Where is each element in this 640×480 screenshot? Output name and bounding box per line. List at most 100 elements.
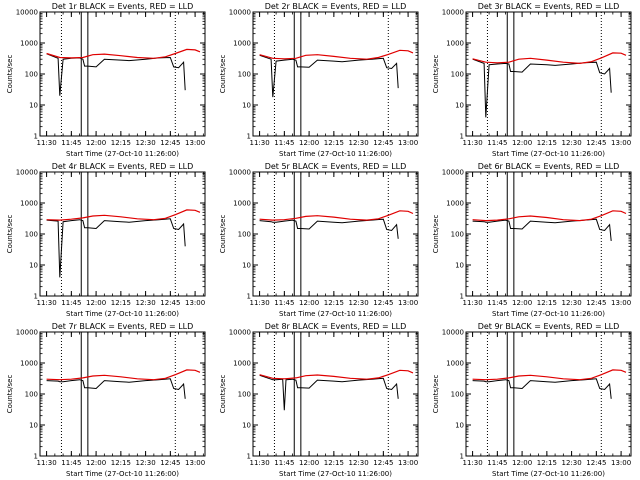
plot-frame [39,11,206,137]
x-axis-label: Start Time (27-Oct-10 11:26:00) [492,310,605,318]
x-tick-label: 12:15 [324,299,344,307]
y-tick-label: 10 [455,102,464,110]
panel-title: Det 4r BLACK = Events, RED = LLD [52,162,194,171]
x-tick-label: 12:00 [299,459,319,467]
y-axis-label: Counts/sec [6,375,14,414]
y-tick-label: 10000 [229,9,251,17]
x-tick-label: 11:30 [250,459,270,467]
panel-title: Det 6r BLACK = Events, RED = LLD [478,162,620,171]
series-events-line [259,374,399,411]
x-tick-label: 11:30 [250,299,270,307]
y-tick-label: 1000 [233,360,251,368]
series-lld-line [46,369,201,381]
panel-title: Det 3r BLACK = Events, RED = LLD [478,2,620,11]
y-tick-label: 100 [238,391,251,399]
x-tick-label: 12:45 [586,299,606,307]
x-axis-label: Start Time (27-Oct-10 11:26:00) [492,470,605,478]
x-tick-label: 13:00 [398,139,418,147]
plot-frame [252,11,419,137]
y-tick-label: 10 [455,422,464,430]
x-tick-label: 11:45 [274,459,294,467]
x-tick-label: 11:45 [487,139,507,147]
x-tick-label: 12:30 [562,459,582,467]
x-tick-label: 13:00 [611,299,631,307]
y-tick-label: 1000 [233,40,251,48]
x-tick-label: 11:30 [463,459,483,467]
x-tick-label: 12:00 [86,299,106,307]
x-axis-label: Start Time (27-Oct-10 11:26:00) [66,150,179,158]
x-tick-label: 12:30 [349,459,369,467]
x-tick-label: 12:45 [373,299,393,307]
y-tick-label: 1 [34,453,38,461]
x-tick-label: 12:30 [136,139,156,147]
y-tick-label: 1 [460,133,464,141]
panel-det-4r: Det 4r BLACK = Events, RED = LLD 1 10 100 10… [6,162,206,318]
series-lld-line [46,209,201,221]
x-tick-label: 12:00 [299,299,319,307]
x-tick-label: 12:45 [586,459,606,467]
series-lld-line [259,210,414,221]
panel-title: Det 8r BLACK = Events, RED = LLD [265,322,407,331]
y-tick-label: 1000 [20,360,38,368]
series-lld-line [472,210,627,222]
x-tick-label: 13:00 [185,299,205,307]
x-tick-label: 11:30 [37,299,57,307]
series-events-line [46,378,186,399]
x-tick-label: 12:30 [136,459,156,467]
x-tick-label: 12:30 [136,299,156,307]
series-events-line [472,58,612,118]
x-axis-label: Start Time (27-Oct-10 11:26:00) [279,150,392,158]
x-axis-label: Start Time (27-Oct-10 11:26:00) [66,310,179,318]
plot-frame [465,331,632,457]
y-tick-label: 100 [238,71,251,79]
y-tick-label: 10000 [229,329,251,337]
panel-det-6r: Det 6r BLACK = Events, RED = LLD 1 10 100 10… [432,162,632,318]
panel-title: Det 9r BLACK = Events, RED = LLD [478,322,620,331]
y-tick-label: 100 [451,231,464,239]
plot-frame [39,331,206,457]
x-tick-label: 11:45 [274,139,294,147]
x-tick-label: 11:45 [487,459,507,467]
x-tick-label: 12:15 [111,299,131,307]
series-events-line [472,378,612,399]
y-tick-label: 10000 [16,9,38,17]
y-tick-label: 10 [29,102,38,110]
y-tick-label: 100 [451,71,464,79]
y-tick-label: 100 [451,391,464,399]
x-tick-label: 13:00 [185,459,205,467]
x-tick-label: 12:45 [373,139,393,147]
panel-title: Det 5r BLACK = Events, RED = LLD [265,162,407,171]
x-tick-label: 12:30 [349,299,369,307]
x-tick-label: 13:00 [611,459,631,467]
y-tick-label: 100 [238,231,251,239]
y-axis-label: Counts/sec [219,55,227,94]
x-tick-label: 13:00 [185,139,205,147]
x-tick-label: 12:15 [324,459,344,467]
x-tick-label: 12:45 [160,459,180,467]
y-tick-label: 10000 [16,169,38,177]
y-tick-label: 10 [242,262,251,270]
y-tick-label: 1000 [446,40,464,48]
y-tick-label: 100 [25,391,38,399]
x-tick-label: 12:00 [512,139,532,147]
series-events-line [46,218,186,278]
x-tick-label: 11:45 [61,459,81,467]
y-tick-label: 1000 [20,200,38,208]
series-events-line [46,53,186,96]
x-tick-label: 11:45 [61,139,81,147]
y-tick-label: 10000 [229,169,251,177]
y-axis-label: Counts/sec [432,215,440,254]
panel-det-9r: Det 9r BLACK = Events, RED = LLD 1 10 100 10… [432,322,632,478]
x-tick-label: 12:00 [86,139,106,147]
x-axis-label: Start Time (27-Oct-10 11:26:00) [279,310,392,318]
x-tick-label: 12:15 [537,299,557,307]
x-tick-label: 11:30 [463,299,483,307]
y-tick-label: 10 [29,262,38,270]
x-tick-label: 11:30 [37,459,57,467]
y-tick-label: 1000 [233,200,251,208]
x-tick-label: 13:00 [398,299,418,307]
x-tick-label: 12:00 [512,459,532,467]
x-tick-label: 12:15 [324,139,344,147]
panel-det-2r: Det 2r BLACK = Events, RED = LLD 1 10 100 10… [219,2,419,158]
y-tick-label: 1000 [446,360,464,368]
